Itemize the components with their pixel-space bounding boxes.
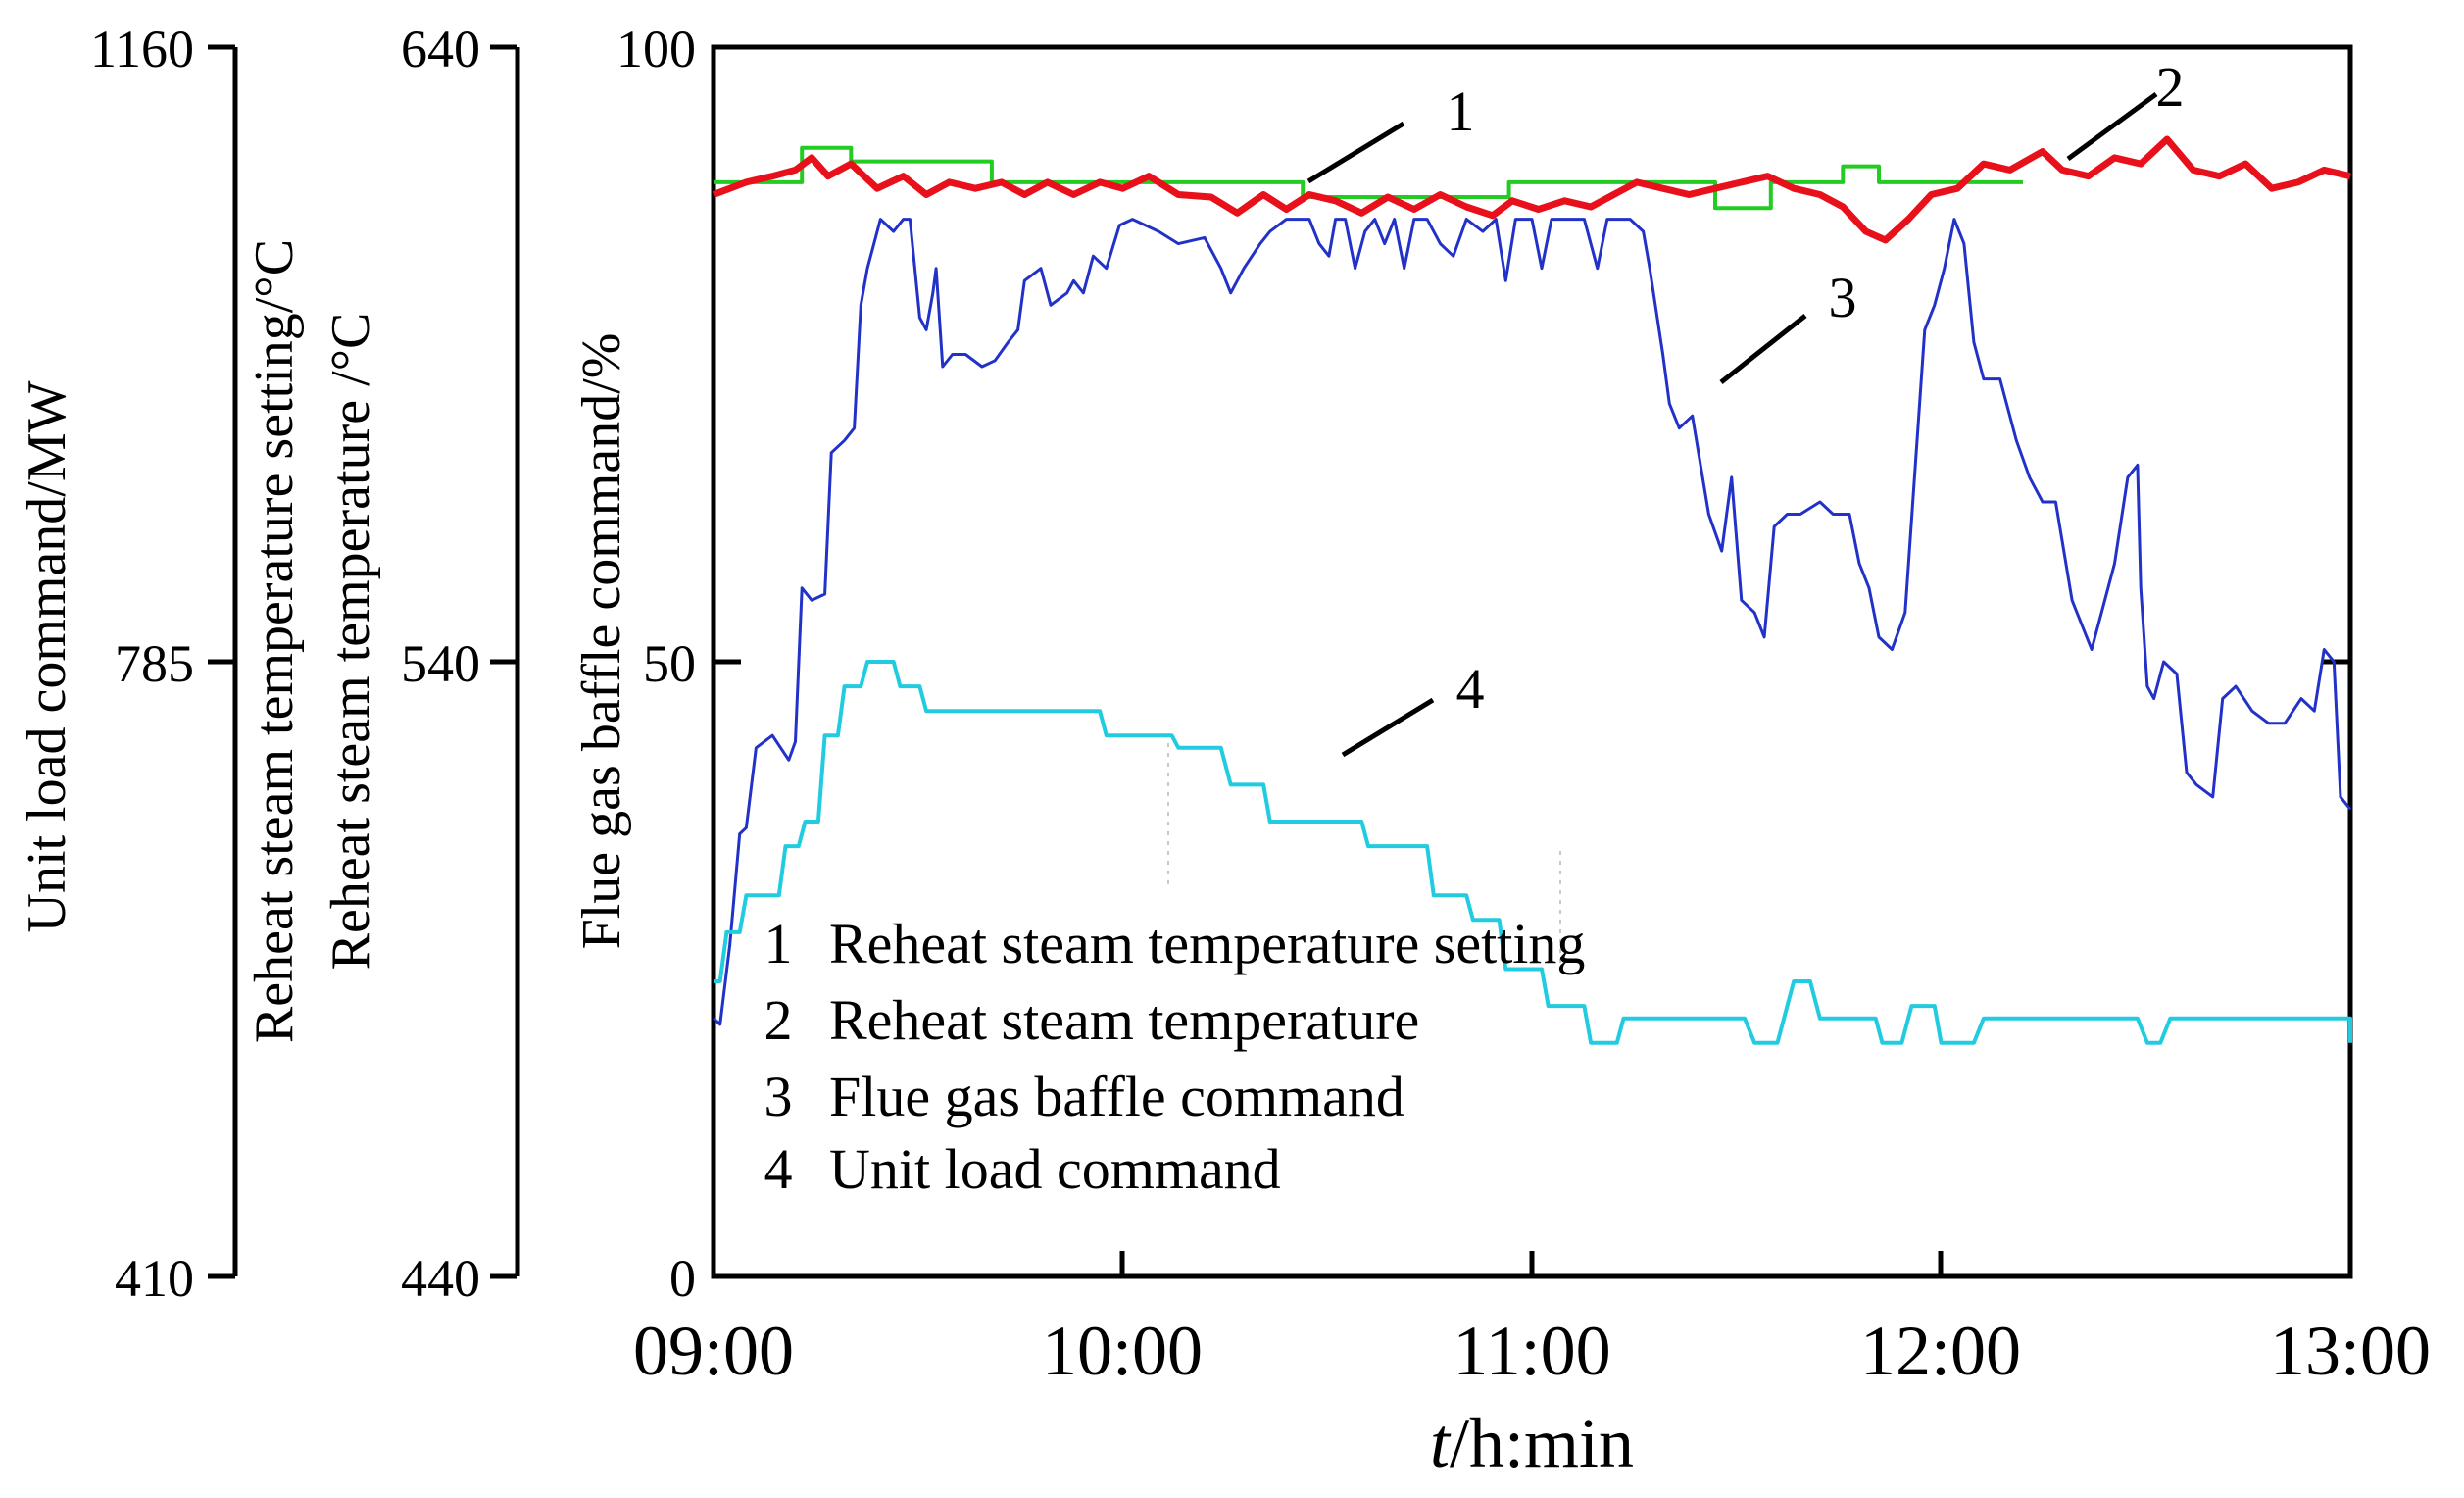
- legend-num-1: 1: [764, 912, 793, 975]
- legend-label-1: Reheat steam temperature setting: [829, 912, 1585, 975]
- callout-leader-4: [1341, 697, 1435, 758]
- callout-number-2: 2: [2156, 55, 2185, 119]
- load-tick-label: 1160: [90, 20, 194, 78]
- load-axis-title: Unit load command/MW: [17, 380, 77, 932]
- series-layer: [712, 135, 2352, 1045]
- temp-tick-label: 640: [401, 20, 480, 78]
- callout-number-4: 4: [1456, 657, 1485, 721]
- series-line-1: [714, 145, 2023, 211]
- x-tick-label: 12:00: [1860, 1312, 2021, 1390]
- legend-label-3: Flue gas baffle command: [829, 1065, 1404, 1128]
- temp-axis: 640 540 440: [401, 20, 520, 1308]
- callouts: 1 2 3 4: [1306, 55, 2185, 758]
- load-tick-label: 410: [115, 1249, 194, 1308]
- series-line-3: [712, 218, 2352, 1026]
- callout-number-1: 1: [1447, 79, 1475, 143]
- x-tick-label: 11:00: [1453, 1312, 1610, 1390]
- callout-leader-2: [2066, 91, 2158, 162]
- callout-leader-3: [1719, 314, 1807, 384]
- legend-num-4: 4: [764, 1137, 793, 1201]
- callout-number-3: 3: [1829, 266, 1857, 329]
- x-axis-title: t/h:min: [1430, 1404, 1634, 1482]
- series-line-4: [714, 660, 2352, 1045]
- load-tick-label: 785: [115, 634, 194, 693]
- series-line-2: [712, 135, 2351, 244]
- legend: 1 Reheat steam temperature setting 2 Reh…: [764, 912, 1586, 1201]
- faint-guides: [1167, 733, 1561, 966]
- x-tick-label: 09:00: [633, 1312, 794, 1390]
- legend-label-4: Unit load command: [829, 1137, 1281, 1201]
- x-tick-label: 10:00: [1042, 1312, 1203, 1390]
- temp-axis-title-line1: Reheat steam temperature setting/°C: [244, 239, 305, 1043]
- legend-num-3: 3: [764, 1065, 793, 1128]
- load-axis: 1160 785 410: [90, 20, 238, 1308]
- callout-leader-1: [1306, 121, 1405, 184]
- temp-tick-label: 440: [401, 1249, 480, 1308]
- baffle-tick-label: 50: [643, 634, 696, 693]
- x-axis-title-rest: /h:min: [1450, 1404, 1634, 1482]
- baffle-axis-title: Flue gas baffle command/%: [571, 333, 632, 950]
- x-axis-title-italic: t: [1430, 1404, 1452, 1482]
- temp-axis-title-line2: Reheat steam temperature /°C: [320, 313, 381, 971]
- baffle-tick-label: 0: [669, 1249, 696, 1308]
- x-axis: 09:00 10:00 11:00 12:00 13:00 t/h:min: [633, 1251, 2431, 1482]
- temp-tick-label: 540: [401, 634, 480, 693]
- legend-label-2: Reheat steam temperature: [829, 988, 1419, 1052]
- x-tick-label: 13:00: [2270, 1312, 2431, 1390]
- baffle-tick-label: 100: [616, 20, 696, 78]
- legend-num-2: 2: [764, 988, 793, 1052]
